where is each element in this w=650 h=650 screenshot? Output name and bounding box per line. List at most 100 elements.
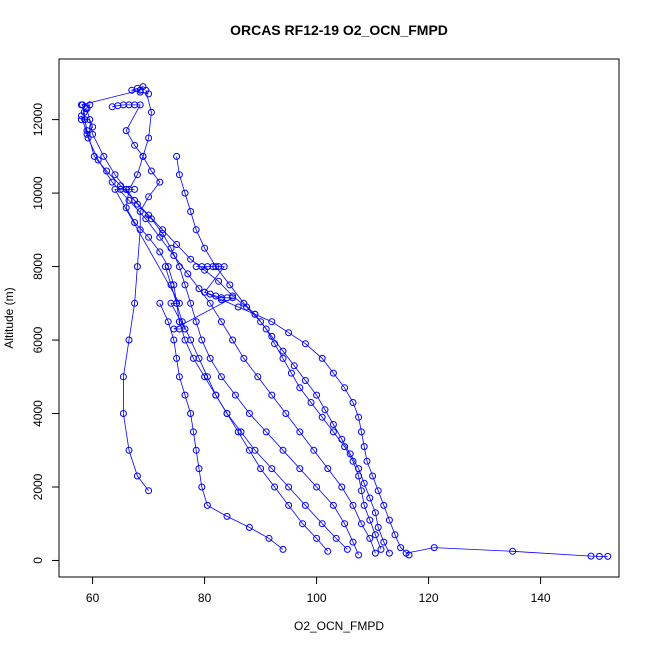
data-point bbox=[223, 512, 231, 520]
data-point bbox=[318, 354, 326, 362]
data-point bbox=[83, 130, 91, 138]
series-line bbox=[125, 90, 348, 550]
data-point bbox=[290, 362, 298, 370]
data-point bbox=[187, 336, 195, 344]
data-point bbox=[201, 244, 209, 252]
data-point bbox=[349, 501, 357, 509]
data-point bbox=[360, 443, 368, 451]
data-point bbox=[192, 446, 200, 454]
data-point bbox=[245, 446, 253, 454]
data-point bbox=[360, 479, 368, 487]
x-tick-label: 120 bbox=[419, 591, 439, 605]
data-point bbox=[397, 544, 405, 552]
data-point bbox=[136, 101, 144, 109]
data-point bbox=[122, 127, 130, 135]
data-point bbox=[310, 446, 318, 454]
data-point bbox=[122, 204, 130, 212]
y-tick-label: 2000 bbox=[31, 473, 45, 500]
data-point bbox=[181, 189, 189, 197]
data-point bbox=[360, 501, 368, 509]
data-point bbox=[231, 391, 239, 399]
series-line bbox=[82, 104, 390, 554]
data-point bbox=[192, 318, 200, 326]
data-point bbox=[296, 465, 304, 473]
data-point bbox=[279, 446, 287, 454]
data-point bbox=[94, 156, 102, 164]
data-point bbox=[181, 281, 189, 289]
data-point bbox=[170, 336, 178, 344]
data-point bbox=[369, 472, 377, 480]
data-point bbox=[349, 399, 357, 406]
data-point bbox=[145, 193, 153, 201]
x-tick-label: 140 bbox=[531, 591, 551, 605]
y-axis-label: Altitude (m) bbox=[2, 287, 16, 348]
data-point bbox=[181, 391, 189, 399]
data-point bbox=[257, 318, 265, 326]
series-9 bbox=[201, 288, 413, 559]
data-point bbox=[131, 219, 139, 226]
data-point bbox=[430, 544, 438, 552]
data-point bbox=[313, 483, 321, 491]
data-point bbox=[265, 534, 273, 542]
data-point bbox=[212, 391, 220, 399]
data-point bbox=[189, 428, 197, 436]
data-point bbox=[296, 428, 304, 436]
data-point bbox=[366, 516, 374, 524]
series-1 bbox=[79, 101, 393, 557]
data-point bbox=[271, 483, 279, 491]
data-point bbox=[268, 318, 276, 326]
data-point bbox=[128, 86, 136, 94]
data-point bbox=[279, 545, 287, 553]
data-point bbox=[226, 281, 234, 289]
data-point bbox=[181, 325, 189, 333]
data-point bbox=[133, 263, 141, 271]
data-point bbox=[324, 465, 332, 473]
data-point bbox=[402, 549, 410, 557]
data-point bbox=[125, 196, 133, 204]
data-point bbox=[136, 226, 144, 234]
plot-area bbox=[77, 83, 612, 560]
data-point bbox=[391, 531, 399, 539]
data-point bbox=[161, 263, 169, 271]
data-point bbox=[349, 457, 357, 465]
data-point bbox=[203, 501, 211, 509]
data-point bbox=[338, 483, 346, 491]
data-point bbox=[321, 406, 329, 414]
data-point bbox=[195, 354, 203, 362]
data-point bbox=[355, 413, 363, 421]
data-point bbox=[131, 299, 139, 307]
data-point bbox=[111, 171, 119, 179]
data-point bbox=[355, 472, 363, 480]
data-point bbox=[77, 116, 85, 124]
data-point bbox=[125, 336, 133, 344]
data-point bbox=[90, 152, 98, 160]
data-point bbox=[313, 391, 321, 399]
data-point bbox=[133, 171, 141, 179]
data-point bbox=[133, 472, 141, 480]
data-point bbox=[385, 516, 393, 524]
data-point bbox=[217, 373, 225, 381]
data-point bbox=[223, 410, 231, 417]
data-point bbox=[145, 134, 153, 142]
data-point bbox=[156, 178, 164, 186]
data-point bbox=[89, 123, 97, 131]
data-point bbox=[136, 208, 144, 215]
data-point bbox=[220, 263, 228, 271]
data-point bbox=[341, 520, 349, 528]
series-8 bbox=[156, 299, 287, 553]
series-line bbox=[114, 188, 233, 330]
x-tick-label: 60 bbox=[86, 591, 100, 605]
series-10 bbox=[402, 544, 612, 560]
data-point bbox=[271, 340, 279, 348]
data-point bbox=[198, 336, 206, 344]
data-point bbox=[307, 399, 315, 406]
data-point bbox=[184, 270, 192, 278]
data-point bbox=[145, 233, 153, 241]
data-point bbox=[380, 501, 388, 509]
data-point bbox=[145, 487, 153, 495]
data-point bbox=[377, 545, 385, 553]
data-point bbox=[147, 167, 155, 175]
data-point bbox=[84, 134, 92, 142]
data-point bbox=[80, 108, 88, 116]
data-point bbox=[86, 101, 94, 109]
